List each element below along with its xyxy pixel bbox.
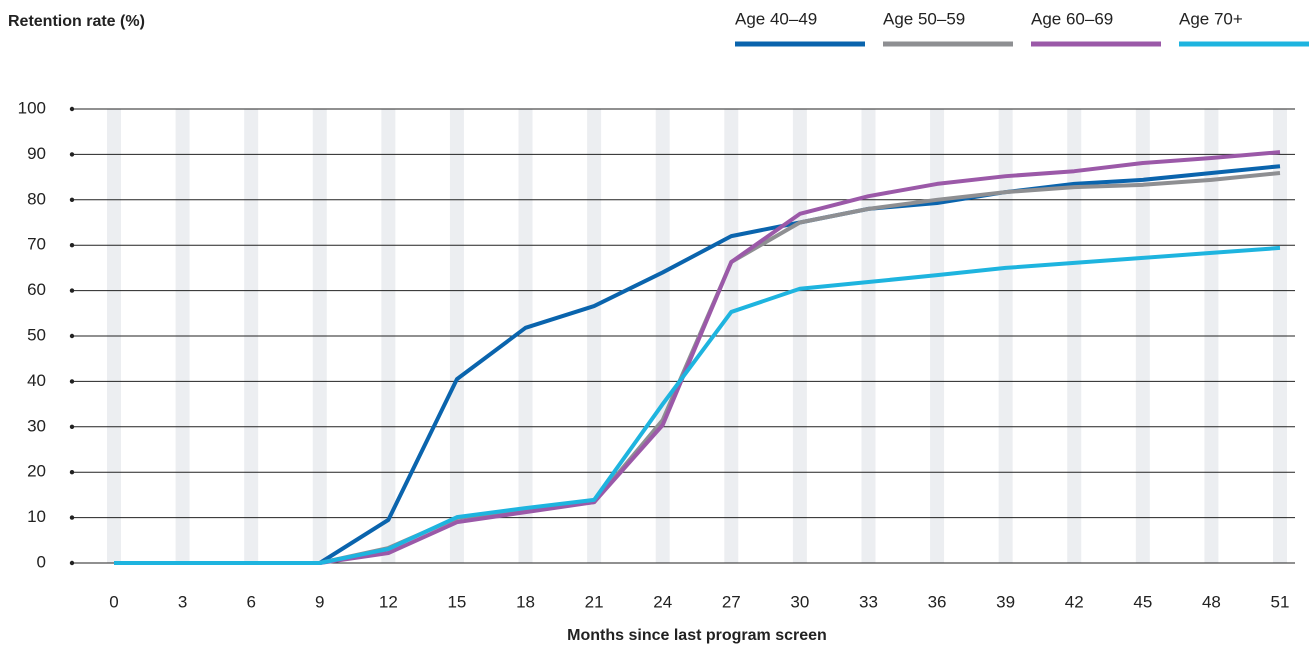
tick-dot — [69, 197, 75, 202]
x-tick-label: 33 — [859, 592, 878, 611]
x-tick-label: 15 — [447, 592, 466, 611]
tick-dot — [69, 560, 75, 566]
legend-label: Age 40–49 — [735, 9, 817, 28]
x-tick-label: 9 — [315, 592, 324, 611]
x-tick-label: 27 — [722, 592, 741, 611]
y-tick-label: 0 — [37, 552, 46, 571]
legend-label: Age 50–59 — [883, 9, 965, 28]
series-line — [114, 164, 1281, 565]
y-tick-label: 70 — [27, 235, 46, 254]
series-line — [114, 171, 1281, 565]
y-tick-label: 10 — [27, 507, 46, 526]
x-tick-label: 36 — [928, 592, 947, 611]
y-tick-label: 40 — [27, 371, 46, 390]
x-tick-label: 30 — [790, 592, 809, 611]
y-tick-label: 100 — [18, 98, 46, 117]
x-tick-label: 24 — [653, 592, 672, 611]
x-tick-label: 51 — [1271, 592, 1290, 611]
x-tick-label: 21 — [585, 592, 604, 611]
tick-dot — [69, 152, 75, 157]
tick-dot — [69, 333, 75, 339]
tick-dot — [69, 424, 75, 429]
y-tick-label: 50 — [27, 325, 46, 344]
y-tick-label: 90 — [27, 144, 46, 163]
x-tick-label: 0 — [109, 592, 118, 611]
legend-label: Age 70+ — [1179, 9, 1243, 28]
legend-label: Age 60–69 — [1031, 9, 1113, 28]
x-axis-title: Months since last program screen — [567, 627, 827, 644]
tick-dot — [69, 243, 75, 248]
tick-dot — [69, 288, 75, 293]
tick-dot — [69, 470, 75, 475]
x-tick-label: 39 — [996, 592, 1015, 611]
x-tick-label: 45 — [1133, 592, 1152, 611]
tick-dot — [69, 379, 75, 384]
x-tick-label: 48 — [1202, 592, 1221, 611]
tick-dot — [69, 515, 75, 520]
x-tick-label: 12 — [379, 592, 398, 611]
y-tick-label: 60 — [27, 280, 46, 299]
x-tick-label: 6 — [246, 592, 255, 611]
y-axis-title: Retention rate (%) — [8, 13, 145, 30]
y-tick-label: 20 — [27, 462, 46, 481]
series-line — [114, 245, 1281, 565]
x-tick-label: 42 — [1065, 592, 1084, 611]
x-tick-label: 18 — [516, 592, 535, 611]
y-tick-label: 30 — [27, 416, 46, 435]
x-tick-label: 3 — [178, 592, 187, 611]
y-tick-label: 80 — [27, 189, 46, 208]
tick-dot — [69, 106, 75, 112]
